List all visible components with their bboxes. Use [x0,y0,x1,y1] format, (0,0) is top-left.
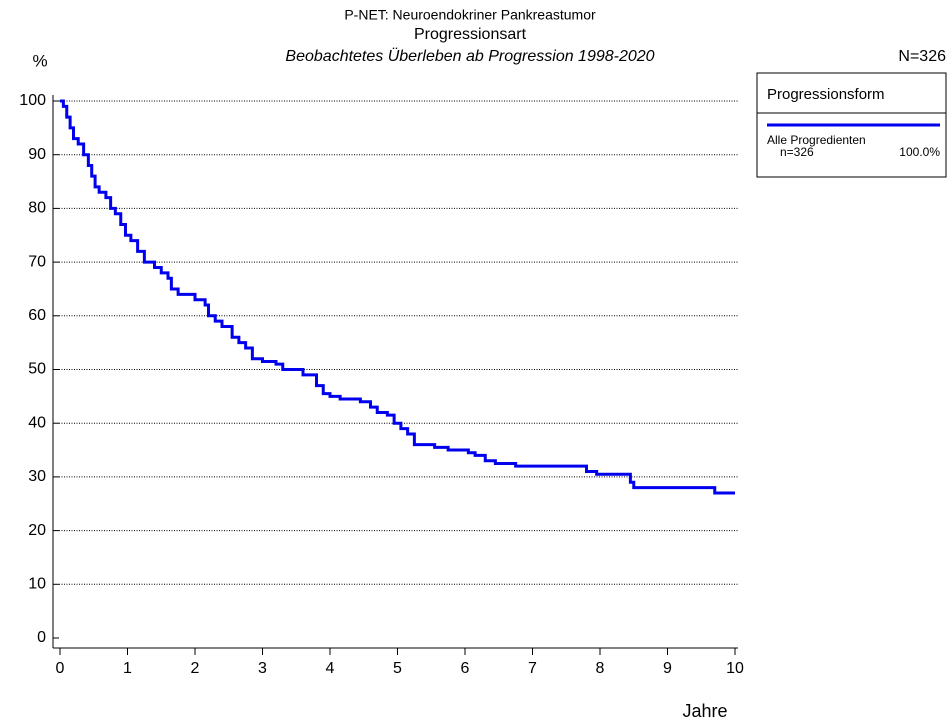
x-tick-label: 3 [258,660,267,677]
y-tick-label: 90 [28,146,46,163]
y-tick-label: 80 [28,200,46,217]
y-tick-label: 30 [28,468,46,485]
x-tick-label: 0 [56,660,65,677]
x-tick-label: 7 [528,660,537,677]
legend-label: Alle Progredienten [767,133,866,147]
x-tick-label: 10 [726,660,744,677]
x-tick-label: 9 [663,660,672,677]
chart-title: P-NET: Neuroendokriner Pankreastumor [344,7,596,23]
x-axis-label: Jahre [682,701,727,721]
x-tick-label: 1 [123,660,132,677]
legend-count: n=326 [780,145,814,159]
y-tick-label: 10 [28,576,46,593]
y-tick-label: 70 [28,253,46,270]
y-tick-label: 0 [37,629,46,646]
x-tick-label: 6 [461,660,470,677]
y-tick-label: 20 [28,522,46,539]
x-tick-label: 2 [191,660,200,677]
total-count: N=326 [898,48,946,65]
y-tick-label: 40 [28,414,46,431]
chart-subtitle: Progressionsart [414,26,527,43]
y-tick-label: 60 [28,307,46,324]
legend-percent: 100.0% [899,145,940,159]
x-tick-label: 8 [596,660,605,677]
y-axis-label: % [32,51,47,70]
legend-box [756,72,947,178]
y-tick-label: 100 [19,92,46,109]
chart-subtitle: Beobachtetes Überleben ab Progression 19… [285,47,654,65]
y-tick-label: 50 [28,361,46,378]
x-tick-label: 4 [326,660,335,677]
legend-title: Progressionsform [767,86,885,103]
x-tick-label: 5 [393,660,402,677]
survival-curve [60,99,735,495]
